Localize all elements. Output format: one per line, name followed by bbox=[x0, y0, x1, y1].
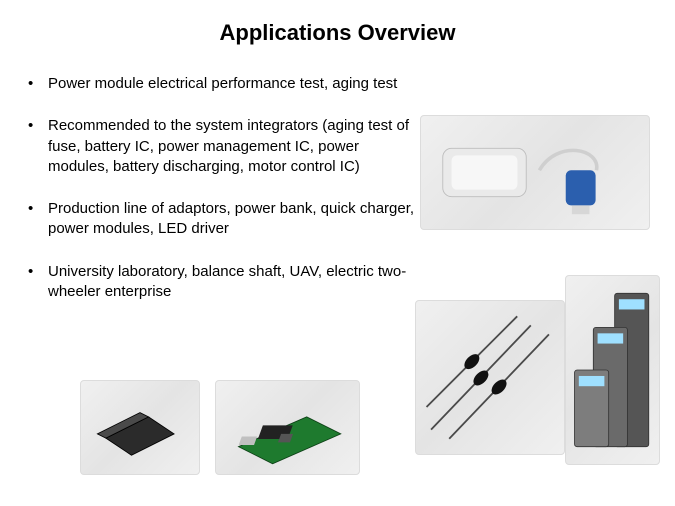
page-title: Applications Overview bbox=[28, 20, 647, 46]
diode-icon bbox=[415, 300, 565, 455]
bullet-text: University laboratory, balance shaft, UA… bbox=[48, 263, 406, 300]
list-item: University laboratory, balance shaft, UA… bbox=[28, 262, 418, 303]
chip-icon bbox=[80, 380, 200, 475]
bullet-text: Power module electrical performance test… bbox=[48, 75, 397, 92]
bullet-text: Production line of adaptors, power bank,… bbox=[48, 200, 414, 237]
image-chip-package bbox=[80, 380, 200, 475]
slide: Applications Overview Power module elect… bbox=[0, 0, 675, 506]
rack-icon bbox=[565, 275, 660, 465]
power-bank-icon bbox=[420, 115, 650, 230]
bullet-text: Recommended to the system integrators (a… bbox=[48, 117, 409, 175]
list-item: Production line of adaptors, power bank,… bbox=[28, 199, 418, 240]
list-item: Recommended to the system integrators (a… bbox=[28, 116, 418, 177]
list-item: Power module electrical performance test… bbox=[28, 74, 418, 94]
image-diodes bbox=[415, 300, 565, 455]
image-test-rack bbox=[565, 275, 660, 465]
image-power-bank-charger bbox=[420, 115, 650, 230]
bullet-list: Power module electrical performance test… bbox=[28, 74, 418, 302]
image-pcb-module bbox=[215, 380, 360, 475]
pcb-icon bbox=[215, 380, 360, 475]
